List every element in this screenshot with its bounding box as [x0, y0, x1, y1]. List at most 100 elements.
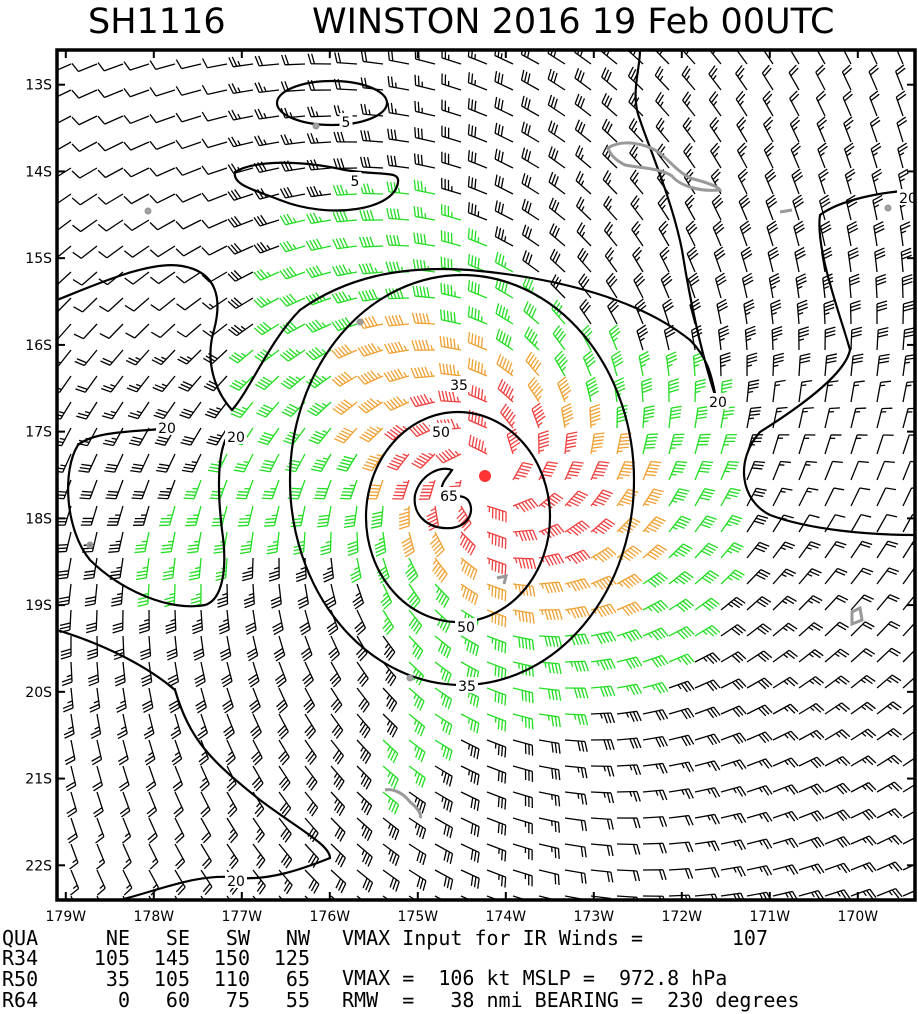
wind-barb [642, 460, 662, 481]
wind-barb [441, 151, 462, 169]
barb-feather [598, 461, 610, 464]
wind-barb [386, 208, 410, 221]
wind-barb [115, 687, 127, 713]
barb-half-feather [456, 396, 460, 403]
wind-barb [824, 755, 851, 767]
barb-feather [175, 220, 184, 230]
barb-half-feather [712, 75, 717, 81]
barb-feather [412, 645, 419, 655]
barb-half-feather [629, 765, 633, 771]
barb-feather [343, 399, 353, 407]
wind-barb [824, 648, 850, 663]
barb-half-feather [607, 205, 612, 211]
barb-feather [497, 692, 500, 704]
barb-feather [365, 263, 371, 274]
barb-feather [554, 492, 564, 500]
barb-feather [390, 370, 398, 380]
barb-half-feather [874, 204, 880, 208]
barb-feather [682, 600, 692, 609]
barb-feather [572, 526, 582, 534]
wind-barb [57, 167, 72, 178]
barb-feather [528, 612, 532, 624]
barb-feather [440, 309, 443, 320]
barb-feather [309, 213, 316, 224]
barb-half-feather [161, 383, 168, 387]
barb-half-feather [263, 112, 267, 119]
barb-feather [860, 570, 872, 576]
barb-feather [340, 430, 351, 436]
barb-feather [329, 650, 339, 659]
barb-feather [261, 497, 273, 500]
barb-staff [81, 271, 98, 286]
barb-feather [308, 730, 316, 740]
barb-feather [384, 343, 390, 354]
wind-barb [694, 460, 714, 481]
barb-feather [606, 97, 613, 108]
barb-feather [247, 651, 258, 658]
barb-feather [780, 460, 791, 464]
barb-staff [207, 167, 228, 176]
barb-feather [318, 518, 329, 521]
barb-feather [264, 459, 275, 464]
barb-feather [320, 544, 331, 549]
wind-barb [850, 701, 876, 715]
barb-feather [836, 540, 847, 546]
barb-feather [521, 121, 525, 133]
barb-staff [103, 63, 124, 72]
barb-feather [644, 408, 655, 413]
wind-barb [668, 515, 692, 533]
barb-feather [658, 710, 665, 720]
barb-feather [635, 629, 643, 639]
barb-half-feather [321, 375, 327, 381]
barb-feather [605, 198, 613, 208]
barb-feather [114, 674, 125, 680]
barb-half-feather [241, 379, 247, 384]
barb-feather [90, 729, 101, 736]
wind-barb [694, 433, 711, 455]
wind-barb [824, 407, 841, 429]
barb-feather [636, 711, 642, 722]
wind-barb [900, 247, 912, 273]
barb-feather [238, 521, 250, 524]
barb-feather [495, 303, 500, 314]
barb-feather [790, 67, 799, 77]
barb-feather [731, 654, 741, 663]
barb-feather [306, 705, 315, 714]
barb-feather [711, 119, 720, 129]
barb-half-feather [784, 760, 789, 766]
barb-feather [347, 547, 358, 553]
barb-half-feather [460, 559, 464, 565]
barb-feather [835, 514, 846, 518]
barb-half-feather [694, 364, 700, 368]
barb-feather [715, 272, 725, 280]
barb-feather [610, 685, 616, 697]
wind-barb [642, 405, 655, 429]
wind-barb [175, 166, 202, 176]
barb-feather [471, 385, 474, 396]
barb-half-feather [201, 751, 207, 756]
barb-feather [279, 297, 288, 307]
barb-feather [375, 551, 386, 557]
wind-barb [177, 349, 202, 365]
barb-feather [609, 631, 617, 642]
barb-feather [596, 607, 604, 618]
barb-feather [653, 603, 663, 612]
barb-staff [134, 323, 150, 339]
barb-feather [575, 524, 585, 532]
barb-feather [603, 739, 608, 751]
barb-feather [279, 215, 287, 226]
barb-feather [657, 194, 666, 204]
barb-feather [393, 457, 404, 463]
barb-staff [181, 141, 202, 150]
wind-barb [848, 273, 860, 299]
barb-feather [286, 240, 294, 251]
barb-feather [532, 405, 542, 414]
barb-feather [821, 201, 831, 209]
wind-barb [896, 116, 908, 143]
barb-half-feather [530, 287, 535, 293]
barb-feather [259, 296, 268, 305]
wind-barb [57, 401, 72, 420]
barb-feather [596, 634, 603, 645]
wind-barb [71, 115, 98, 126]
barb-feather [361, 433, 372, 440]
